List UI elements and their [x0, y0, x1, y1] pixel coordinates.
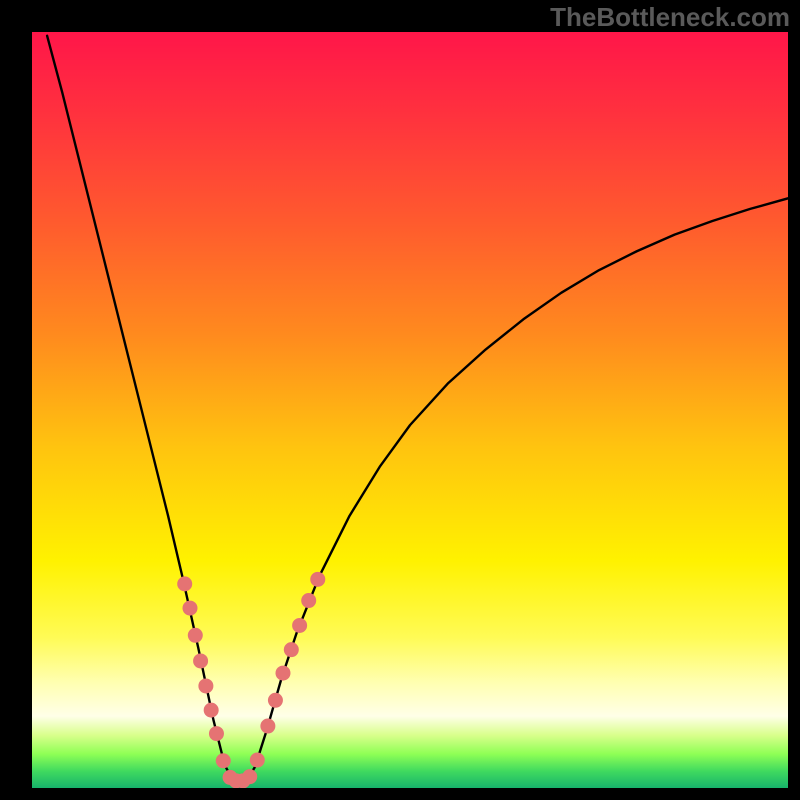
data-marker [209, 726, 224, 741]
watermark-text: TheBottleneck.com [550, 2, 790, 33]
data-marker [284, 642, 299, 657]
data-marker [250, 753, 265, 768]
data-marker [216, 753, 231, 768]
data-marker [204, 703, 219, 718]
data-marker [301, 593, 316, 608]
plot-area [32, 32, 788, 788]
plot-svg [32, 32, 788, 788]
data-marker [260, 719, 275, 734]
data-marker [193, 653, 208, 668]
data-marker [242, 769, 257, 784]
data-marker [183, 601, 198, 616]
data-marker [268, 693, 283, 708]
data-marker [198, 678, 213, 693]
data-marker [310, 572, 325, 587]
data-marker [292, 618, 307, 633]
gradient-background [32, 32, 788, 788]
data-marker [177, 576, 192, 591]
data-marker [188, 628, 203, 643]
data-marker [275, 666, 290, 681]
chart-container: TheBottleneck.com [0, 0, 800, 800]
